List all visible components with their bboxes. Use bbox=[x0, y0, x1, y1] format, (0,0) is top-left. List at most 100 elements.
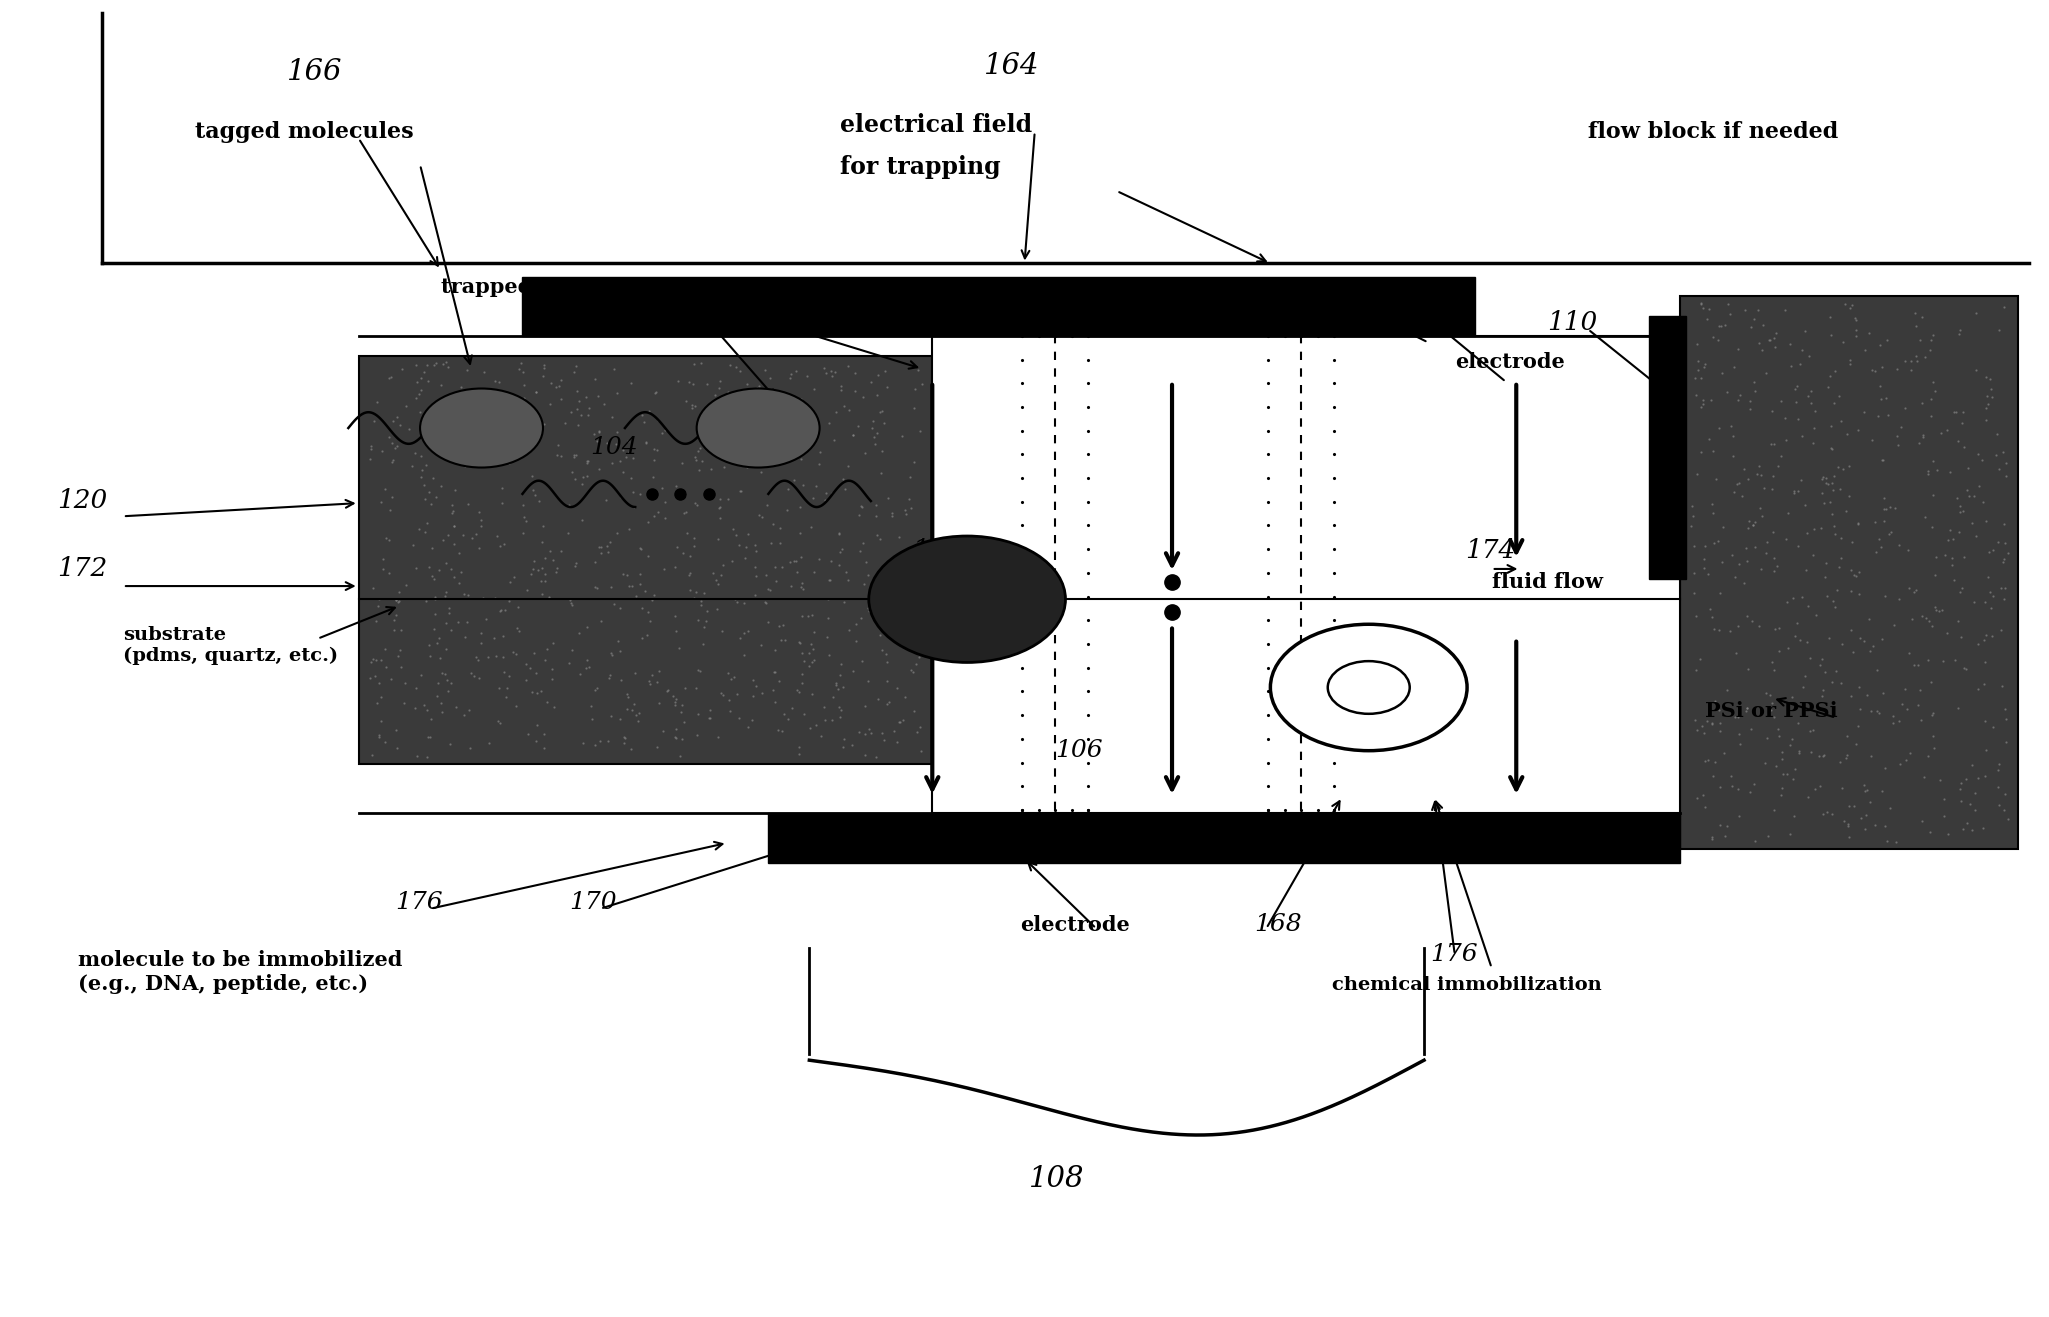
Point bbox=[852, 565, 885, 586]
Point bbox=[1768, 407, 1801, 428]
Point bbox=[1776, 728, 1809, 749]
Point bbox=[1707, 516, 1740, 537]
Point bbox=[871, 487, 904, 508]
Text: 168: 168 bbox=[1254, 913, 1301, 936]
Point bbox=[559, 556, 592, 577]
Point bbox=[1832, 815, 1865, 836]
Circle shape bbox=[697, 389, 820, 468]
Point bbox=[740, 540, 772, 561]
Point bbox=[1947, 578, 1979, 599]
Point bbox=[1945, 778, 1977, 799]
Point bbox=[615, 739, 647, 760]
Point bbox=[660, 620, 693, 641]
Point bbox=[865, 400, 897, 421]
Point bbox=[1891, 699, 1924, 720]
Point bbox=[381, 591, 414, 612]
Point bbox=[551, 523, 584, 544]
Point bbox=[617, 576, 650, 597]
Point bbox=[383, 414, 416, 435]
Point bbox=[529, 570, 561, 591]
Point bbox=[824, 523, 856, 544]
Point bbox=[1809, 662, 1842, 684]
Point bbox=[656, 685, 688, 706]
Point bbox=[1869, 585, 1901, 606]
Point bbox=[525, 583, 557, 605]
Point bbox=[1916, 705, 1949, 726]
Point bbox=[1834, 486, 1867, 507]
Point bbox=[1848, 774, 1881, 795]
Point bbox=[377, 619, 410, 640]
Point bbox=[820, 402, 852, 423]
Point bbox=[1721, 707, 1754, 728]
Point bbox=[492, 665, 525, 686]
Point bbox=[633, 611, 666, 632]
Point bbox=[1889, 749, 1922, 770]
Point bbox=[1807, 745, 1840, 766]
Point bbox=[707, 457, 740, 478]
Point bbox=[664, 745, 697, 766]
Point bbox=[641, 410, 674, 431]
Point bbox=[1795, 741, 1828, 763]
Point bbox=[443, 573, 475, 594]
Point bbox=[354, 436, 387, 457]
Point bbox=[1680, 333, 1713, 354]
Point bbox=[748, 360, 781, 381]
Point bbox=[1744, 456, 1776, 477]
Point bbox=[731, 524, 764, 545]
Point bbox=[828, 736, 861, 757]
Text: 172: 172 bbox=[912, 539, 963, 562]
Point bbox=[775, 367, 807, 389]
Point bbox=[697, 562, 729, 583]
Point bbox=[1807, 493, 1840, 514]
Point bbox=[559, 356, 592, 377]
Point bbox=[1715, 415, 1748, 436]
Point bbox=[578, 367, 611, 389]
Point bbox=[813, 569, 846, 590]
Point bbox=[1961, 360, 1994, 381]
Point bbox=[1738, 831, 1770, 852]
Point bbox=[582, 537, 615, 558]
Point bbox=[1733, 782, 1766, 803]
Point bbox=[740, 676, 772, 697]
Point bbox=[1955, 512, 1988, 533]
Point bbox=[1705, 720, 1738, 741]
Point bbox=[385, 620, 418, 641]
Point bbox=[1981, 777, 2014, 798]
Point bbox=[1820, 524, 1852, 545]
Point bbox=[760, 385, 793, 406]
Point bbox=[1865, 536, 1897, 557]
Point bbox=[1830, 748, 1863, 769]
Point bbox=[885, 569, 918, 590]
Point bbox=[678, 493, 711, 514]
Point bbox=[854, 371, 887, 392]
Point bbox=[557, 446, 590, 468]
Point bbox=[758, 661, 791, 682]
Point bbox=[664, 637, 697, 658]
Point bbox=[1883, 589, 1916, 610]
Point bbox=[436, 503, 469, 524]
Point bbox=[1750, 532, 1783, 553]
Point bbox=[445, 561, 477, 582]
Point bbox=[740, 566, 772, 587]
Point bbox=[1783, 479, 1815, 500]
Point bbox=[1815, 591, 1848, 612]
Point bbox=[436, 533, 469, 554]
Point bbox=[869, 361, 902, 382]
Point bbox=[535, 394, 568, 415]
Point bbox=[1834, 298, 1867, 319]
Point bbox=[717, 666, 750, 687]
Bar bbox=[768, 813, 1680, 863]
Point bbox=[889, 503, 922, 524]
Point bbox=[756, 514, 789, 535]
Point bbox=[822, 678, 854, 699]
Point bbox=[482, 417, 514, 439]
Point bbox=[1723, 385, 1756, 406]
Point bbox=[795, 684, 828, 705]
Point bbox=[1957, 486, 1990, 507]
Point bbox=[867, 441, 900, 462]
Point bbox=[1699, 690, 1731, 711]
Point bbox=[738, 669, 770, 690]
Point bbox=[1912, 745, 1945, 766]
Point bbox=[430, 581, 463, 602]
Point bbox=[1711, 294, 1744, 315]
